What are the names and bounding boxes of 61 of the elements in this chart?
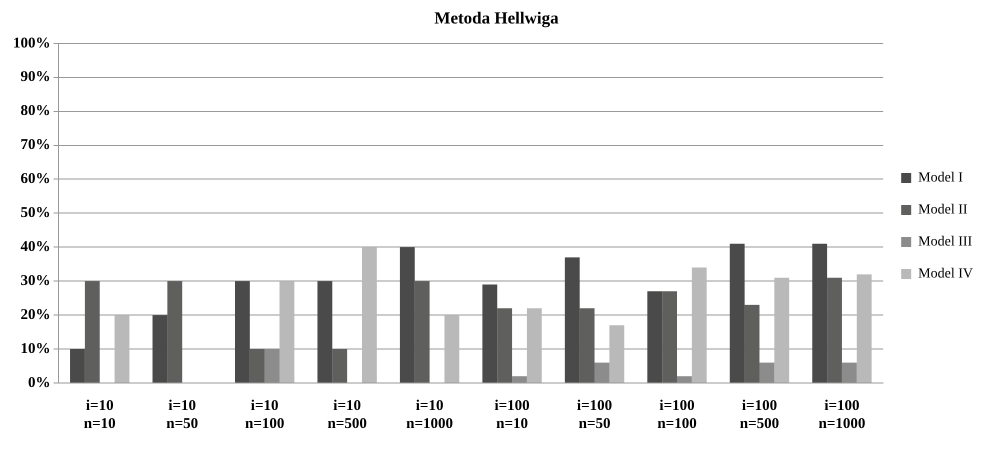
bar	[744, 304, 760, 382]
bar	[167, 281, 182, 382]
x-tick-label: i=100 n=500	[740, 398, 780, 432]
x-tick-label: i=10 n=10	[84, 398, 116, 432]
chart-title: Metoda Hellwiga	[434, 8, 560, 28]
y-tick-label: 10%	[20, 340, 50, 357]
x-tick-label: i=100 n=10	[494, 398, 530, 432]
y-tick-label: 70%	[20, 137, 50, 154]
y-tick-label: 60%	[20, 171, 50, 188]
bar	[856, 274, 872, 382]
x-tick-label: i=100 n=50	[576, 398, 612, 432]
bar	[647, 291, 662, 382]
bar	[84, 281, 100, 382]
y-tick-label: 20%	[20, 306, 50, 323]
bar	[774, 278, 790, 382]
bar	[332, 349, 348, 382]
x-tick-label: i=100 n=100	[657, 398, 697, 432]
x-tick-label: i=10 n=50	[166, 398, 198, 432]
bar	[70, 349, 85, 382]
y-tick-label: 0%	[28, 374, 50, 391]
bar	[594, 362, 610, 382]
bar	[677, 376, 692, 382]
x-tick-label: i=10 n=1000	[406, 398, 454, 432]
y-tick-label: 90%	[20, 69, 50, 86]
bar	[662, 291, 678, 382]
bar	[264, 349, 280, 382]
bar	[692, 268, 707, 382]
bar	[482, 284, 498, 382]
bar	[114, 315, 130, 382]
bar	[152, 315, 168, 382]
bar	[512, 376, 527, 382]
legend-label: Model IV	[918, 266, 974, 282]
bar	[362, 247, 377, 382]
bar	[414, 281, 430, 382]
bar	[812, 244, 828, 382]
x-tick-label: i=10 n=500	[327, 398, 367, 432]
bar	[400, 247, 415, 382]
bar	[827, 278, 842, 382]
x-tick-label: i=100 n=1000	[818, 398, 866, 432]
bar	[730, 244, 745, 382]
y-tick-label: 50%	[20, 205, 50, 222]
legend-label: Model II	[918, 202, 968, 218]
bar	[234, 281, 250, 382]
bar	[250, 349, 265, 382]
legend-label: Model I	[918, 170, 964, 186]
y-tick-label: 100%	[13, 35, 50, 52]
bar	[564, 257, 580, 382]
bar	[497, 308, 512, 382]
legend-label: Model III	[918, 234, 973, 250]
bar	[317, 281, 332, 382]
x-tick-label: i=10 n=100	[244, 398, 284, 432]
y-tick-label: 80%	[20, 103, 50, 120]
y-tick-label: 30%	[20, 272, 50, 289]
bar	[526, 308, 542, 382]
y-tick-label: 40%	[20, 239, 50, 256]
bar	[842, 362, 857, 382]
bar	[609, 325, 624, 382]
bar	[759, 362, 774, 382]
bar	[580, 308, 595, 382]
bar	[444, 315, 460, 382]
bar	[280, 281, 294, 382]
